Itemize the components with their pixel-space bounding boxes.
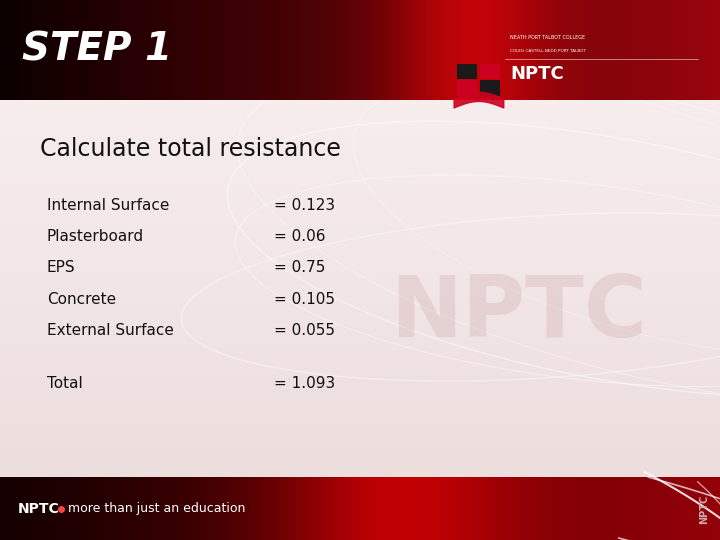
Text: STEP 1: STEP 1 xyxy=(22,31,171,69)
Bar xyxy=(457,64,477,79)
Bar xyxy=(457,80,477,96)
Text: more than just an education: more than just an education xyxy=(68,502,246,516)
Text: = 0.06: = 0.06 xyxy=(274,229,325,244)
Text: = 0.105: = 0.105 xyxy=(274,292,335,307)
Text: Plasterboard: Plasterboard xyxy=(47,229,144,244)
Text: External Surface: External Surface xyxy=(47,323,174,338)
Text: = 0.75: = 0.75 xyxy=(274,260,325,275)
Text: Total: Total xyxy=(47,376,83,391)
Text: NPTC: NPTC xyxy=(510,65,564,83)
Text: NPTC: NPTC xyxy=(18,502,60,516)
Text: = 0.055: = 0.055 xyxy=(274,323,335,338)
Bar xyxy=(480,64,500,79)
Text: = 0.123: = 0.123 xyxy=(274,198,335,213)
Text: NEATH PORT TALBOT COLLEGE: NEATH PORT TALBOT COLLEGE xyxy=(510,35,585,40)
Text: NPTC: NPTC xyxy=(699,494,709,524)
Bar xyxy=(480,80,500,96)
Text: COLEG CASTELL-NEDD PORT TALBOT: COLEG CASTELL-NEDD PORT TALBOT xyxy=(510,49,586,53)
Text: Concrete: Concrete xyxy=(47,292,116,307)
Text: Internal Surface: Internal Surface xyxy=(47,198,169,213)
Text: Calculate total resistance: Calculate total resistance xyxy=(40,137,341,160)
Text: NPTC: NPTC xyxy=(390,272,647,355)
Text: = 1.093: = 1.093 xyxy=(274,376,335,391)
Text: EPS: EPS xyxy=(47,260,76,275)
